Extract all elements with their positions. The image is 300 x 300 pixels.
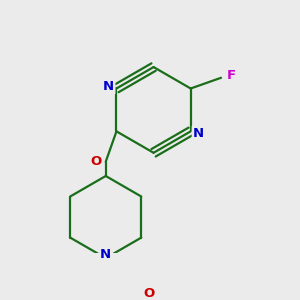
Text: N: N [100,248,111,261]
Text: O: O [90,155,101,168]
Text: N: N [193,127,204,140]
Text: F: F [226,70,236,83]
Text: O: O [143,287,154,300]
Text: N: N [103,80,114,93]
